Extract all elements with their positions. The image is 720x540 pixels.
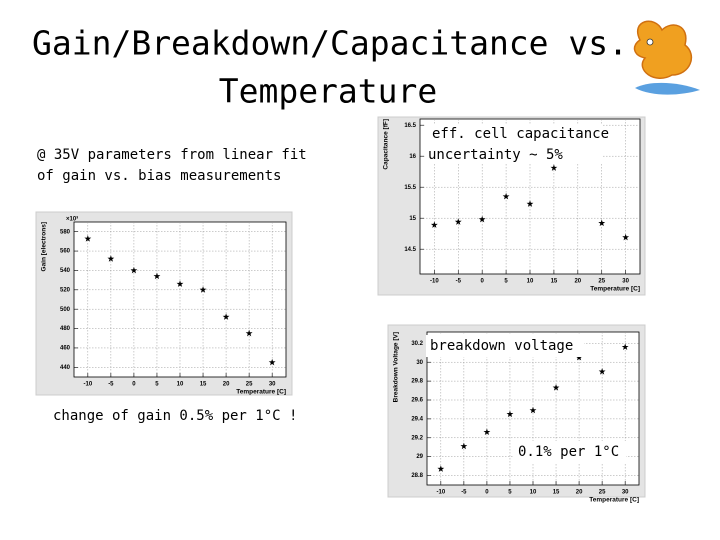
note-bg <box>425 124 603 164</box>
y-axis-title: Capacitance [fF] <box>383 119 390 170</box>
x-tick-label: -5 <box>461 490 467 496</box>
y-tick-label: 29.6 <box>411 398 423 404</box>
y-tick-label: 540 <box>60 268 71 274</box>
data-point <box>245 329 253 337</box>
note: change of gain 0.5% per 1°C ! <box>53 408 297 424</box>
data-point <box>153 272 161 280</box>
data-point <box>506 410 514 418</box>
x-tick-label: 25 <box>599 490 606 496</box>
data-point <box>199 286 207 293</box>
y-axis-title: Gain [electrons] <box>41 222 48 271</box>
note: eff. cell capacitance <box>432 126 609 142</box>
y-tick-label: 500 <box>60 307 71 313</box>
y-tick-label: 16 <box>409 154 416 160</box>
x-tick-label: 15 <box>200 382 207 388</box>
data-point <box>107 255 115 262</box>
y-tick-label: 30 <box>416 360 423 366</box>
x-tick-label: 30 <box>622 279 629 285</box>
data-point <box>598 368 606 375</box>
y-tick-label: 480 <box>60 326 71 332</box>
data-point <box>502 192 510 200</box>
data-point <box>460 442 468 450</box>
x-tick-label: 0 <box>132 382 136 388</box>
x-tick-label: -5 <box>456 279 462 285</box>
data-point <box>575 353 583 361</box>
note: of gain vs. bias measurements <box>37 168 281 184</box>
x-tick-label: 10 <box>530 490 537 496</box>
y-tick-label: 15 <box>409 216 416 222</box>
data-point <box>552 384 560 391</box>
y-tick-label: 580 <box>60 229 71 235</box>
y-tick-label: 460 <box>60 346 71 352</box>
note: 0.1% per 1°C <box>518 444 619 460</box>
data-point <box>84 235 92 242</box>
x-tick-label: 10 <box>527 279 534 285</box>
y-tick-label: 28.8 <box>411 473 423 479</box>
title: Temperature <box>219 72 438 111</box>
data-point <box>130 266 138 274</box>
data-point <box>478 215 486 223</box>
x-tick-label: 30 <box>269 382 276 388</box>
y-tick-label: 16.5 <box>404 123 416 129</box>
x-tick-label: 5 <box>155 382 159 388</box>
y-tick-label: 29.8 <box>411 379 423 385</box>
y-multiplier: ×10³ <box>66 216 78 223</box>
data-point <box>483 428 491 436</box>
y-tick-label: 440 <box>60 365 71 371</box>
x-tick-label: 0 <box>485 490 489 496</box>
y-tick-label: 14.5 <box>404 247 416 253</box>
x-tick-label: 15 <box>553 490 560 496</box>
x-tick-label: -5 <box>108 382 114 388</box>
data-point <box>622 233 630 241</box>
x-tick-label: -10 <box>436 490 445 496</box>
data-point <box>621 343 629 351</box>
note-bg <box>50 405 298 427</box>
x-axis-title: Temperature [C] <box>589 497 639 504</box>
note-bg <box>426 335 584 357</box>
x-tick-label: -10 <box>83 382 92 388</box>
y-tick-label: 29.2 <box>411 435 423 441</box>
x-tick-label: 30 <box>622 490 629 496</box>
x-tick-label: 10 <box>177 382 184 388</box>
data-point <box>430 221 438 228</box>
note: breakdown voltage <box>430 338 573 354</box>
x-tick-label: 20 <box>574 279 581 285</box>
y-tick-label: 520 <box>60 287 71 293</box>
x-tick-label: 5 <box>504 279 508 285</box>
x-tick-label: 5 <box>508 490 512 496</box>
y-tick-label: 29.4 <box>411 416 423 422</box>
title: Gain/Breakdown/Capacitance vs. <box>32 24 628 63</box>
data-point <box>454 218 462 225</box>
x-axis-title: Temperature [C] <box>590 286 640 293</box>
x-axis-title: Temperature [C] <box>236 389 286 396</box>
note-bg <box>514 441 626 463</box>
x-tick-label: 15 <box>551 279 558 285</box>
plot-area <box>73 221 287 378</box>
data-point <box>529 406 537 414</box>
data-point <box>176 280 184 287</box>
data-point <box>222 313 230 320</box>
data-point <box>526 200 534 207</box>
y-axis-title: Breakdown Voltage [V] <box>393 332 400 402</box>
y-tick-label: 29 <box>416 454 423 460</box>
y-tick-label: 560 <box>60 249 71 255</box>
y-tick-label: 15.5 <box>404 185 416 191</box>
x-tick-label: 0 <box>481 279 485 285</box>
data-point <box>550 164 558 171</box>
data-point <box>437 465 445 472</box>
note: uncertainty ~ 5% <box>428 147 563 163</box>
x-tick-label: 20 <box>223 382 230 388</box>
y-tick-label: 30.2 <box>411 341 423 347</box>
charts: -10 -5 0 5 10 15 20 25 3044046048050052054056058… <box>35 116 646 504</box>
logo <box>633 20 700 95</box>
x-tick-label: 20 <box>576 490 583 496</box>
data-point <box>598 219 606 227</box>
data-point <box>268 358 276 366</box>
x-tick-label: 25 <box>598 279 605 285</box>
x-tick-label: 25 <box>246 382 253 388</box>
note: @ 35V parameters from linear fit <box>37 147 307 163</box>
x-tick-label: -10 <box>430 279 439 285</box>
